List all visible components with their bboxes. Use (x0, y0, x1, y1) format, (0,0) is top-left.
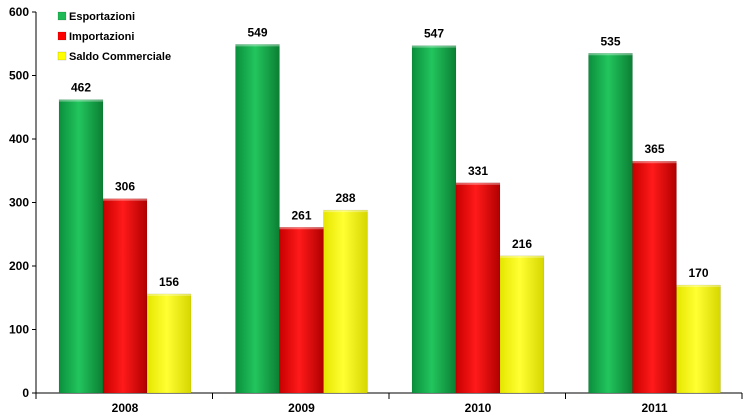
bar-highlight (147, 293, 191, 296)
bars (58, 44, 721, 394)
bar-highlight (103, 198, 147, 201)
bar-saldo-commerciale-2010 (499, 255, 545, 394)
bar-esportazioni-2010 (411, 45, 457, 394)
bar-saldo-commerciale-2011 (676, 284, 721, 394)
axes: 0 100 200 300 400 500 600 2008 2009 2010 2011 (9, 5, 743, 415)
bar-highlight (412, 45, 456, 48)
y-tick-label: 200 (9, 259, 29, 273)
data-label: 331 (468, 164, 488, 178)
x-tick-label: 2009 (288, 401, 315, 415)
legend-label: Saldo Commerciale (69, 51, 171, 63)
data-label: 156 (159, 275, 179, 289)
legend-swatch (57, 31, 67, 41)
y-tick-label: 400 (9, 132, 29, 146)
data-label: 216 (512, 237, 532, 251)
data-label: 365 (644, 142, 664, 156)
bar-importazioni-2008 (102, 198, 148, 394)
data-label: 261 (291, 208, 311, 222)
bar-importazioni-2009 (279, 227, 324, 394)
bar-esportazioni-2011 (588, 53, 633, 394)
bar-highlight (279, 227, 324, 230)
bar-importazioni-2010 (455, 182, 501, 394)
y-tick-label: 300 (9, 196, 29, 210)
bar-saldo-commerciale-2008 (146, 293, 192, 394)
bar-esportazioni-2008 (58, 99, 104, 394)
bar-saldo-commerciale-2009 (323, 209, 368, 394)
legend-label: Importazioni (69, 31, 134, 43)
x-tick-label: 2011 (641, 401, 667, 415)
bar-highlight (456, 182, 500, 185)
data-label: 535 (600, 34, 620, 48)
y-tick-label: 100 (9, 323, 29, 337)
bar-highlight (500, 255, 544, 258)
data-label: 170 (688, 266, 708, 280)
bar-highlight (588, 53, 633, 56)
data-labels: 462 549 547 535 306 261 331 365 156 288 216 170 (71, 25, 709, 289)
data-label: 547 (424, 27, 444, 41)
y-tick-label: 600 (9, 5, 29, 19)
bar-highlight (59, 99, 103, 102)
y-tick-label: 500 (9, 69, 29, 83)
bar-importazioni-2011 (632, 160, 677, 394)
x-tick-label: 2008 (112, 401, 139, 415)
legend: Esportazioni Importazioni Saldo Commercial… (57, 11, 171, 63)
data-label: 462 (71, 81, 91, 95)
data-label: 306 (115, 180, 135, 194)
data-label: 288 (335, 191, 355, 205)
bar-highlight (676, 285, 721, 288)
bar-highlight (632, 161, 677, 164)
legend-swatch (57, 51, 67, 61)
data-label: 549 (247, 25, 267, 39)
legend-label: Esportazioni (69, 11, 135, 23)
bar-highlight (235, 44, 280, 47)
x-tick-label: 2010 (465, 401, 492, 415)
legend-swatch (57, 11, 67, 21)
bar-esportazioni-2009 (235, 44, 280, 394)
y-tick-label: 0 (22, 386, 29, 400)
bar-highlight (323, 210, 368, 213)
